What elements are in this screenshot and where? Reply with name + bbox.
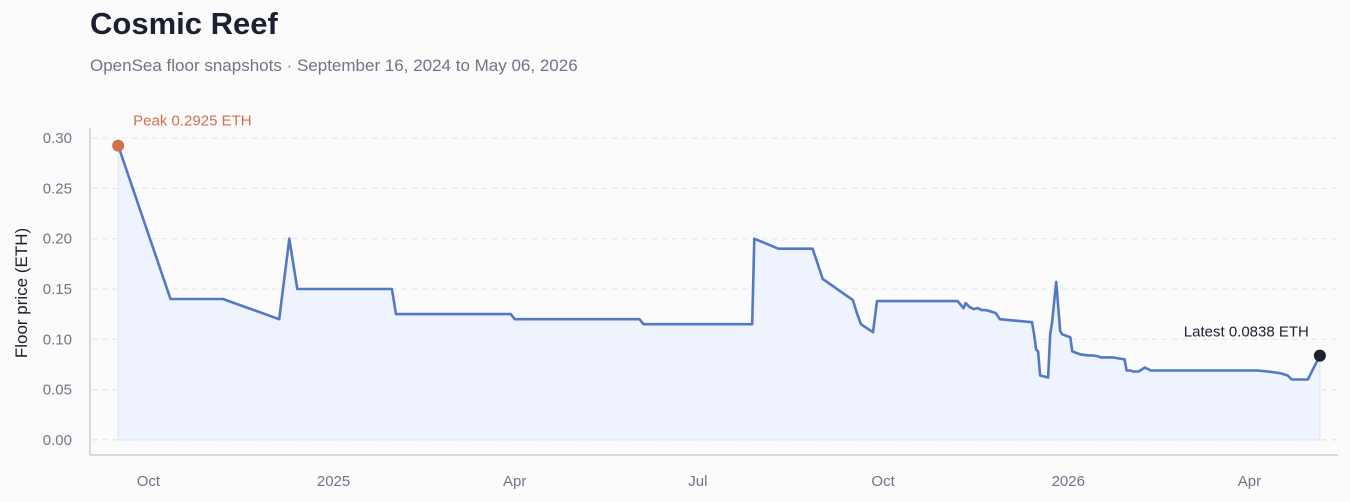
y-tick-label: 0.05 <box>43 382 72 399</box>
peak-marker <box>112 139 125 152</box>
x-tick-label: Oct <box>871 473 895 490</box>
y-tick-label: 0.25 <box>43 180 72 197</box>
latest-marker <box>1313 349 1326 362</box>
y-tick-label: 0.15 <box>43 281 72 298</box>
y-tick-label: 0.10 <box>43 331 72 348</box>
y-tick-labels: 0.00 0.05 0.10 0.15 0.20 0.25 0.30 <box>43 130 72 449</box>
y-axis-label: Floor price (ETH) <box>12 228 31 358</box>
y-tick-label: 0.00 <box>43 432 72 449</box>
peak-annotation: Peak 0.2925 ETH <box>133 113 251 130</box>
x-tick-label: 2026 <box>1052 473 1085 490</box>
x-tick-label: 2025 <box>317 473 350 490</box>
y-tick-label: 0.30 <box>43 130 72 147</box>
x-tick-label: Jul <box>688 473 707 490</box>
latest-annotation: Latest 0.0838 ETH <box>1184 324 1309 341</box>
y-tick-label: 0.20 <box>43 231 72 248</box>
chart-subtitle: OpenSea floor snapshots · September 16, … <box>90 56 578 75</box>
x-tick-labels: Oct 2025 Apr Jul Oct 2026 Apr <box>137 473 1261 490</box>
price-line <box>116 145 1322 381</box>
chart-title: Cosmic Reef <box>90 6 278 41</box>
x-tick-label: Oct <box>137 473 161 490</box>
x-tick-label: Apr <box>1238 473 1261 490</box>
price-area-fill <box>117 145 1321 441</box>
x-tick-label: Apr <box>503 473 526 490</box>
